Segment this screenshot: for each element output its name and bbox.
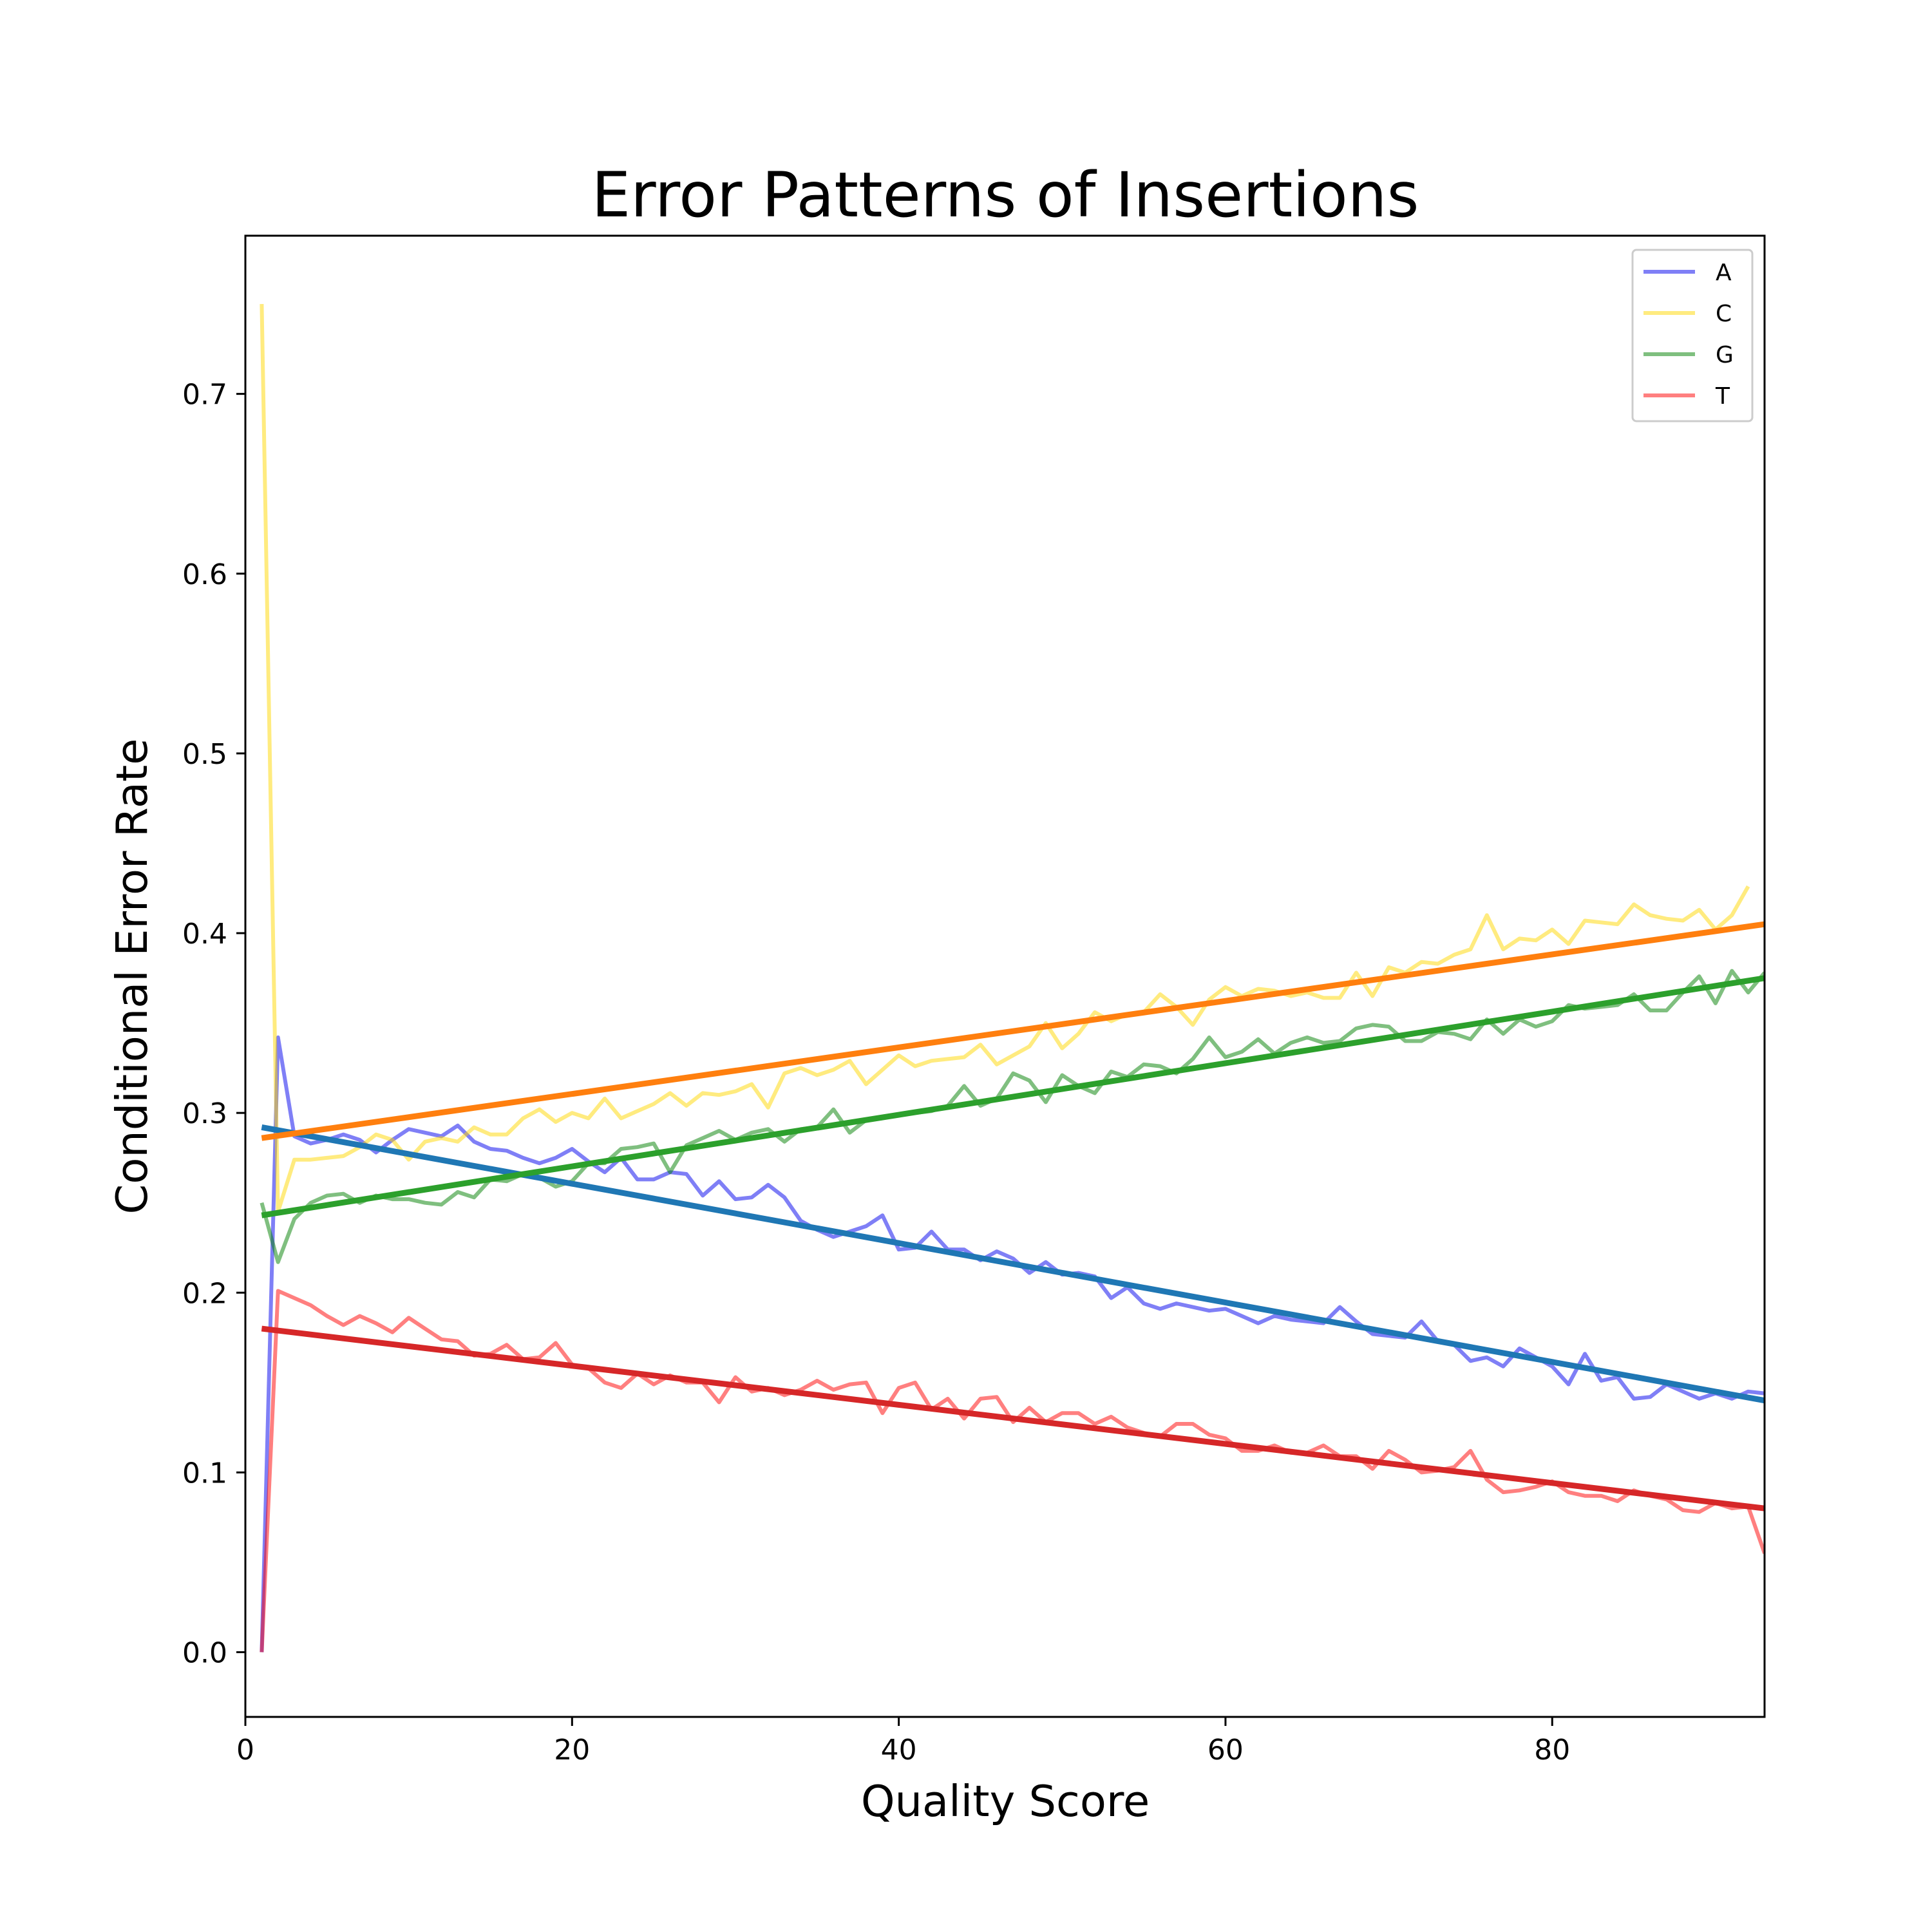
y-tick-label: 0.3 xyxy=(182,1097,227,1130)
y-tick-label: 0.1 xyxy=(182,1457,227,1490)
x-axis: 0 20 40 60 80 xyxy=(236,1717,1570,1766)
legend-label-T: T xyxy=(1715,383,1730,410)
series-line-T xyxy=(260,1289,1765,1653)
trend-line-G xyxy=(261,975,1765,1218)
x-tick-label: 20 xyxy=(554,1734,590,1766)
y-tick-label: 0.6 xyxy=(182,558,227,591)
chart-title: Error Patterns of Insertions xyxy=(591,159,1419,231)
trend-line-C xyxy=(261,921,1765,1141)
legend-label-C: C xyxy=(1716,301,1732,327)
y-axis-label: Conditional Error Rate xyxy=(107,739,157,1215)
series-line-C xyxy=(260,304,1750,1214)
y-axis: 0.0 0.1 0.2 0.3 0.4 0.5 0.6 0.7 xyxy=(182,379,245,1670)
y-tick-label: 0.7 xyxy=(182,379,227,412)
x-tick-label: 0 xyxy=(236,1734,254,1766)
plot-area xyxy=(260,304,1765,1653)
x-tick-label: 80 xyxy=(1534,1734,1570,1766)
y-tick-label: 0.5 xyxy=(182,738,227,771)
x-tick-label: 40 xyxy=(881,1734,917,1766)
legend-label-A: A xyxy=(1716,260,1732,286)
x-axis-label: Quality Score xyxy=(861,1776,1150,1826)
trend-line-A xyxy=(261,1124,1765,1404)
y-tick-label: 0.0 xyxy=(182,1637,227,1670)
series-line-G xyxy=(260,969,1765,1264)
trend-line-T xyxy=(261,1325,1765,1511)
y-tick-label: 0.2 xyxy=(182,1277,227,1310)
y-tick-label: 0.4 xyxy=(182,918,227,951)
x-tick-label: 60 xyxy=(1208,1734,1244,1766)
legend-frame xyxy=(1631,249,1754,422)
legend-label-G: G xyxy=(1716,342,1734,368)
axes-frame xyxy=(244,234,1766,1718)
